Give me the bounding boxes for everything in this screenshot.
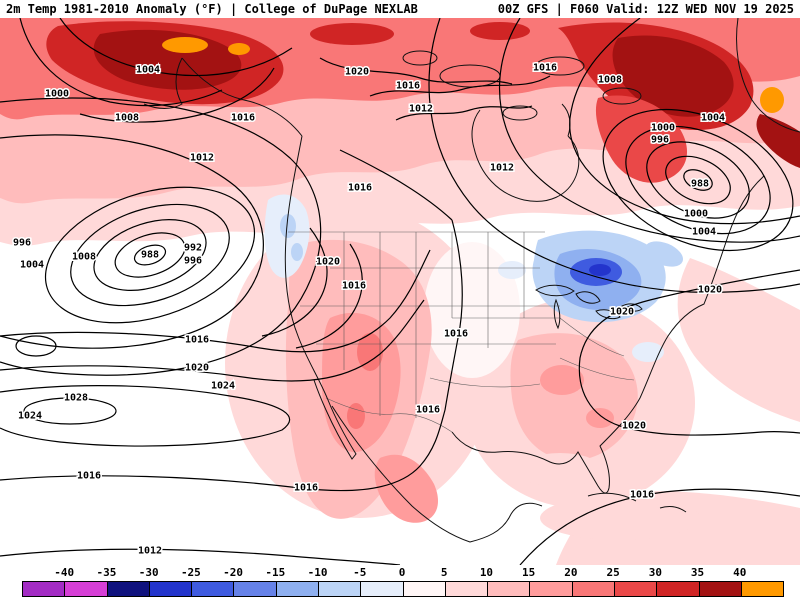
isobar-label: 1012 xyxy=(409,104,433,115)
colorbar-segment xyxy=(698,582,741,596)
isobar-label: 1012 xyxy=(190,153,214,164)
isobar-label: 988 xyxy=(691,179,709,190)
colorbar-tick-label: 15 xyxy=(522,566,536,579)
isobar-label: 1008 xyxy=(115,113,139,124)
product-title: 2m Temp 1981-2010 Anomaly (°F) | College… xyxy=(6,2,418,16)
colorbar-segment xyxy=(23,582,65,596)
isobar-label: 1016 xyxy=(231,113,255,124)
isobar-label: 1020 xyxy=(610,307,634,318)
colorbar-segment xyxy=(233,582,276,596)
colorbar-tick-label: 25 xyxy=(606,566,620,579)
isobar-label: 1004 xyxy=(692,227,716,238)
colorbar-tick-label: 5 xyxy=(440,566,448,579)
isobar-label: 1016 xyxy=(77,471,101,482)
isobar-label: 996 xyxy=(13,238,31,249)
colorbar-tick-label: -40 xyxy=(54,566,75,579)
isobar-label: 1004 xyxy=(136,65,160,76)
isobar-label: 992 xyxy=(184,243,202,254)
isobar-label: 1008 xyxy=(72,252,96,263)
colorbar-segment xyxy=(402,582,445,596)
colorbar-segment xyxy=(656,582,699,596)
colorbar-tick-label: 30 xyxy=(648,566,662,579)
isobar-label: 1020 xyxy=(316,257,340,268)
colorbar-tick-label: 40 xyxy=(733,566,747,579)
colorbar-ticks: -40 -35 -30 -25 -20 -15 -10 -5 0 5 10 15 20 25 30 35 40 xyxy=(0,565,800,579)
isobar-label: 1016 xyxy=(416,405,440,416)
colorbar-segment xyxy=(613,582,657,596)
colorbar-tick-label: -20 xyxy=(223,566,244,579)
colorbar-tick-label: -10 xyxy=(307,566,328,579)
isobar-label: 1016 xyxy=(396,81,420,92)
colorbar-tick-label: 35 xyxy=(690,566,705,579)
colorbar-segment xyxy=(487,582,530,596)
colorbar-segment xyxy=(360,582,403,596)
map-area: 1004 1000 1008 1016 1020 1016 1012 1016 1008 1004… xyxy=(0,18,800,565)
colorbar-tick-label: -5 xyxy=(353,566,367,579)
isobar-label: 1028 xyxy=(64,393,88,404)
titlebar: 2m Temp 1981-2010 Anomaly (°F) | College… xyxy=(0,0,800,18)
colorbar-segment xyxy=(148,582,192,596)
colorbar-segment xyxy=(444,582,488,596)
isobar-label: 988 xyxy=(141,250,159,261)
colorbar-tick-label: 10 xyxy=(479,566,494,579)
isobar-label: 1016 xyxy=(630,490,654,501)
colorbar-segment xyxy=(64,582,107,596)
colorbar xyxy=(22,581,784,597)
isobar-label: 1000 xyxy=(45,89,69,100)
isobar-label: 1016 xyxy=(342,281,366,292)
isobar-label: 1004 xyxy=(20,260,44,271)
isobar-label: 1008 xyxy=(598,75,622,86)
isobar-labels: 1004 1000 1008 1016 1020 1016 1012 1016 1008 1004… xyxy=(11,61,726,558)
colorbar-tick-label: -25 xyxy=(180,566,201,579)
coastline xyxy=(143,18,800,543)
colorbar-tick-label: 20 xyxy=(564,566,578,579)
isobar-label: 1016 xyxy=(294,483,318,494)
anomaly-shading xyxy=(0,18,800,565)
isobar-label: 1000 xyxy=(651,123,675,134)
isobar-label: 1004 xyxy=(701,113,725,124)
colorbar-segment xyxy=(191,582,234,596)
colorbar-segment xyxy=(106,582,149,596)
colorbar-segment xyxy=(571,582,614,596)
colorbar-tick-label: -15 xyxy=(265,566,286,579)
isobar-label: 1020 xyxy=(698,285,722,296)
isobar-label: 1024 xyxy=(211,381,235,392)
colorbar-segment xyxy=(317,582,361,596)
isobar-label: 1016 xyxy=(444,329,468,340)
colorbar-tick-label: -30 xyxy=(138,566,159,579)
isobar-label: 1020 xyxy=(185,363,209,374)
isobar-label: 1020 xyxy=(345,67,369,78)
isobar-label: 1000 xyxy=(684,209,708,220)
colorbar-legend: -40 -35 -30 -25 -20 -15 -10 -5 0 5 10 15 20 25 30 35 40 xyxy=(0,565,800,600)
isobar-label: 996 xyxy=(651,135,669,146)
colorbar-tick-label: 0 xyxy=(398,566,406,579)
anomaly-map-svg: 1004 1000 1008 1016 1020 1016 1012 1016 1008 1004… xyxy=(0,18,800,565)
isobar-label: 1012 xyxy=(138,546,162,557)
isobar-label: 1024 xyxy=(18,411,42,422)
colorbar-segment xyxy=(275,582,318,596)
isobar-label: 1016 xyxy=(348,183,372,194)
isobar-contours xyxy=(0,18,800,565)
colorbar-segment xyxy=(529,582,572,596)
colorbar-segment xyxy=(740,582,784,596)
isobar-label: 1016 xyxy=(533,63,557,74)
isobar-label: 1012 xyxy=(490,163,514,174)
political-borders xyxy=(288,231,635,433)
isobar-label: 1016 xyxy=(185,335,209,346)
colorbar-tick-label: -35 xyxy=(96,566,117,579)
isobar-label: 1020 xyxy=(622,421,646,432)
model-run-info: 00Z GFS | F060 Valid: 12Z WED NOV 19 202… xyxy=(497,2,794,16)
isobar-label: 996 xyxy=(184,256,202,267)
